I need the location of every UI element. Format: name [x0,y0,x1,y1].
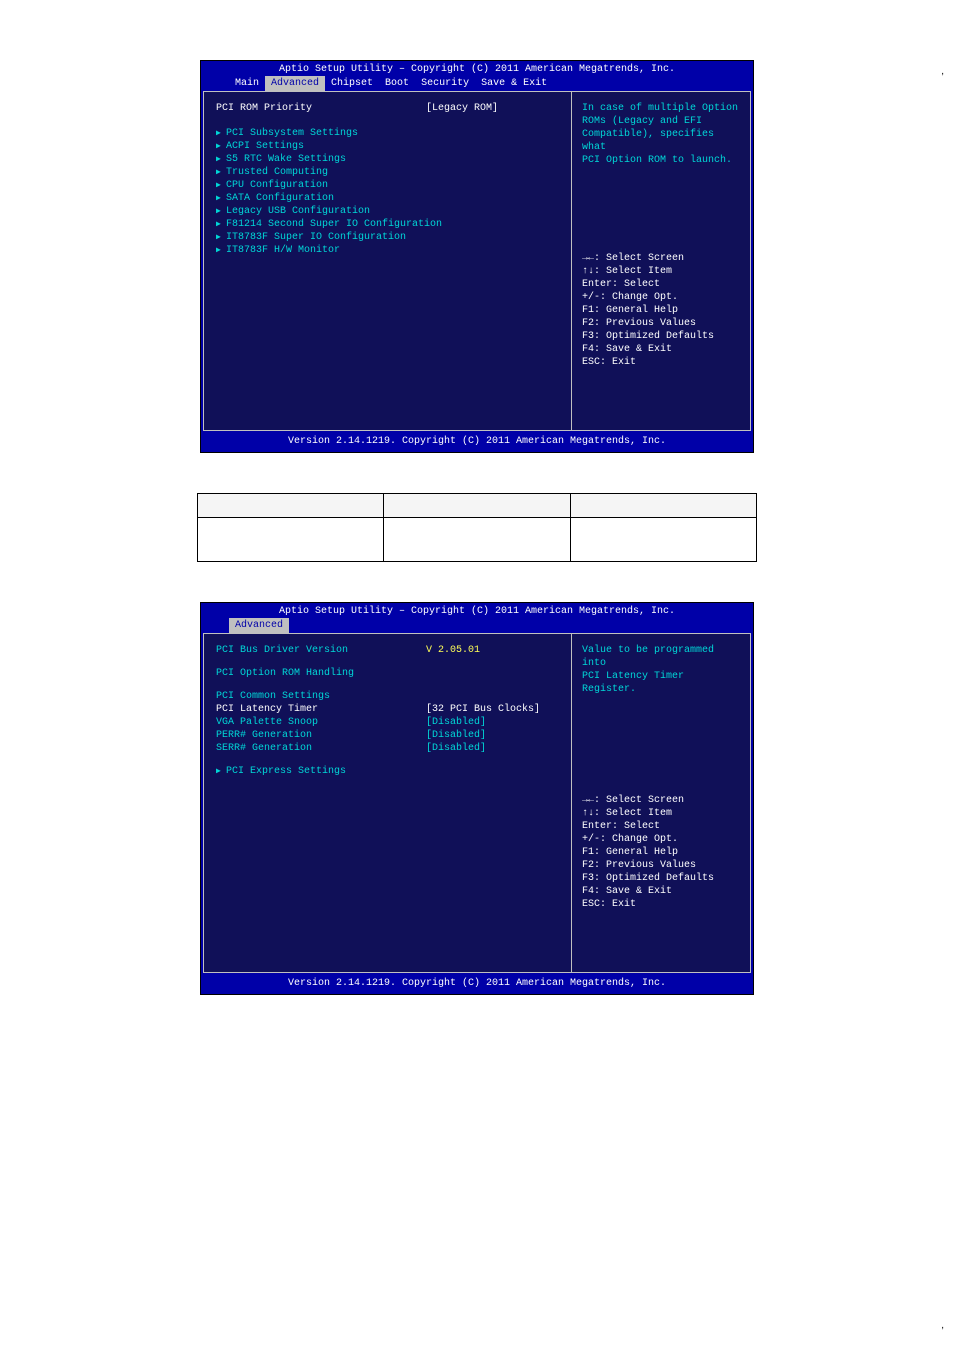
setting-value: [Legacy ROM] [426,102,559,115]
table-cell [198,518,384,562]
options-table [197,493,757,562]
spacer [216,680,559,690]
bios-tabs: Advanced [201,618,753,633]
tab-security[interactable]: Security [415,76,475,91]
setting-row[interactable]: VGA Palette Snoop[Disabled] [216,716,559,729]
bios-title: Aptio Setup Utility – Copyright (C) 2011… [201,61,753,76]
setting-label: SERR# Generation [216,742,426,755]
tab-main[interactable]: Main [229,76,265,91]
tab-advanced[interactable]: Advanced [229,618,289,633]
info-label: PCI Bus Driver Version [216,644,426,657]
bios-title: Aptio Setup Utility – Copyright (C) 2011… [201,603,753,618]
page-mark-top: , [941,66,944,77]
setting-row[interactable]: PERR# Generation[Disabled] [216,729,559,742]
table-header [384,494,570,518]
bios-screen-advanced: Aptio Setup Utility – Copyright (C) 2011… [200,60,754,453]
info-row: PCI Bus Driver VersionV 2.05.01 [216,644,559,657]
nav-help-line: +/-: Change Opt. [582,833,740,846]
nav-help-line: F3: Optimized Defaults [582,872,740,885]
submenu-item[interactable]: IT8783F H/W Monitor [216,244,559,257]
nav-help-line: ↑↓: Select Item [582,265,740,278]
nav-help-line: ESC: Exit [582,898,740,911]
submenu-item[interactable]: IT8783F Super IO Configuration [216,231,559,244]
setting-value: [Disabled] [426,729,559,742]
help-line: ROMs (Legacy and EFI [582,115,740,128]
page-mark-bottom: , [941,1320,944,1331]
nav-help-line: F1: General Help [582,304,740,317]
nav-help-line: F2: Previous Values [582,317,740,330]
setting-label: VGA Palette Snoop [216,716,426,729]
nav-help-line: Enter: Select [582,820,740,833]
info-value: V 2.05.01 [426,644,559,657]
tab-chipset[interactable]: Chipset [325,76,379,91]
submenu-item[interactable]: F81214 Second Super IO Configuration [216,218,559,231]
table-cell [570,518,756,562]
spacer [216,115,559,127]
setting-value: [Disabled] [426,742,559,755]
spacer [216,657,559,667]
section-title: PCI Common Settings [216,690,559,703]
bios-screen-pci-subsystem: Aptio Setup Utility – Copyright (C) 2011… [200,602,754,995]
bios-help-panel: Value to be programmed intoPCI Latency T… [572,634,750,972]
help-line: PCI Latency Timer Register. [582,670,740,696]
bios-left-panel: PCI ROM Priority [Legacy ROM] PCI Subsys… [204,92,572,430]
nav-help-line: Enter: Select [582,278,740,291]
submenu-item[interactable]: SATA Configuration [216,192,559,205]
submenu-item[interactable]: Trusted Computing [216,166,559,179]
nav-help-line: →←: Select Screen [582,794,740,807]
bios-tabs: MainAdvancedChipsetBootSecuritySave & Ex… [201,76,753,91]
submenu-item[interactable]: Legacy USB Configuration [216,205,559,218]
help-line: Value to be programmed into [582,644,740,670]
nav-help-line: F4: Save & Exit [582,885,740,898]
setting-label: PCI Latency Timer [216,703,426,716]
nav-help-line: +/-: Change Opt. [582,291,740,304]
setting-value: [32 PCI Bus Clocks] [426,703,559,716]
submenu-item[interactable]: CPU Configuration [216,179,559,192]
nav-help: →←: Select Screen↑↓: Select ItemEnter: S… [582,794,740,911]
context-help: In case of multiple OptionROMs (Legacy a… [582,102,740,252]
bios-left-panel: PCI Bus Driver VersionV 2.05.01 PCI Opti… [204,634,572,972]
bios-footer: Version 2.14.1219. Copyright (C) 2011 Am… [201,433,753,452]
tab-advanced[interactable]: Advanced [265,76,325,91]
nav-help-line: F4: Save & Exit [582,343,740,356]
section-subtitle: PCI Option ROM Handling [216,667,559,680]
table-cell [384,518,570,562]
setting-value: [Disabled] [426,716,559,729]
spacer [216,755,559,765]
nav-help: →←: Select Screen↑↓: Select ItemEnter: S… [582,252,740,369]
setting-label: PERR# Generation [216,729,426,742]
help-line: In case of multiple Option [582,102,740,115]
submenu-item[interactable]: PCI Subsystem Settings [216,127,559,140]
nav-help-line: →←: Select Screen [582,252,740,265]
setting-row[interactable]: SERR# Generation[Disabled] [216,742,559,755]
submenu-item[interactable]: ACPI Settings [216,140,559,153]
context-help: Value to be programmed intoPCI Latency T… [582,644,740,794]
bios-footer: Version 2.14.1219. Copyright (C) 2011 Am… [201,975,753,994]
help-line: Compatible), specifies what [582,128,740,154]
nav-help-line: F2: Previous Values [582,859,740,872]
setting-row[interactable]: PCI ROM Priority [Legacy ROM] [216,102,559,115]
bios-help-panel: In case of multiple OptionROMs (Legacy a… [572,92,750,430]
nav-help-line: ESC: Exit [582,356,740,369]
nav-help-line: F3: Optimized Defaults [582,330,740,343]
help-line: PCI Option ROM to launch. [582,154,740,167]
tab-save-exit[interactable]: Save & Exit [475,76,553,91]
submenu-item[interactable]: PCI Express Settings [216,765,559,778]
table-header [570,494,756,518]
setting-label: PCI ROM Priority [216,102,426,115]
nav-help-line: ↑↓: Select Item [582,807,740,820]
table-row [198,518,757,562]
submenu-item[interactable]: S5 RTC Wake Settings [216,153,559,166]
table-header [198,494,384,518]
setting-row[interactable]: PCI Latency Timer[32 PCI Bus Clocks] [216,703,559,716]
nav-help-line: F1: General Help [582,846,740,859]
tab-boot[interactable]: Boot [379,76,415,91]
